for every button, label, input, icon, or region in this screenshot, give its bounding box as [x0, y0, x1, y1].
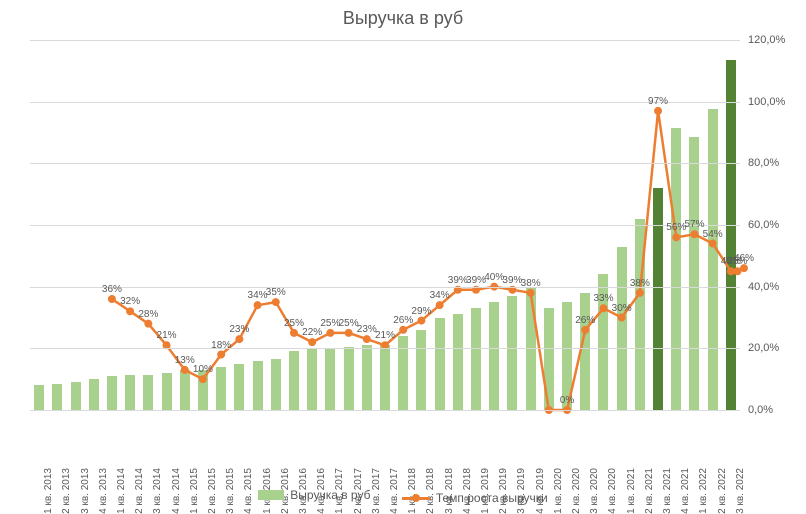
data-label: 22%	[302, 327, 322, 338]
line-marker	[436, 301, 444, 309]
legend-item-bars: Выручка в руб	[258, 488, 370, 502]
data-label: 28%	[138, 309, 158, 320]
data-label: 0%	[560, 395, 574, 406]
legend-label-line: Темп роста выручки	[436, 491, 548, 505]
data-label: 30%	[612, 303, 632, 314]
y-axis-tick-label: 80,0%	[748, 157, 796, 169]
line-marker	[527, 289, 535, 297]
data-label: 26%	[393, 315, 413, 326]
data-label: 35%	[266, 287, 286, 298]
line-marker	[126, 307, 134, 315]
line-marker	[581, 326, 589, 334]
data-label: 21%	[375, 330, 395, 341]
line-marker	[345, 329, 353, 337]
data-label: 26%	[575, 315, 595, 326]
data-label: 39%	[466, 275, 486, 286]
line-marker	[618, 314, 626, 322]
line-marker	[399, 326, 407, 334]
line-marker	[254, 301, 262, 309]
legend: Выручка в руб Темп роста выручки	[0, 488, 806, 506]
data-label: 39%	[448, 275, 468, 286]
data-label: 34%	[248, 290, 268, 301]
line-marker	[199, 375, 207, 383]
data-label: 38%	[521, 278, 541, 289]
line-marker	[690, 230, 698, 238]
line-marker	[636, 289, 644, 297]
plot-area: 0,0%20,0%40,0%60,0%80,0%100,0%120,0%36%3…	[30, 40, 740, 410]
line-marker	[235, 335, 243, 343]
grid-line	[30, 102, 740, 103]
data-label: 39%	[502, 275, 522, 286]
line-marker	[144, 320, 152, 328]
y-axis-tick-label: 60,0%	[748, 219, 796, 231]
legend-swatch-bar-icon	[258, 490, 284, 500]
line-marker	[363, 335, 371, 343]
grid-line	[30, 225, 740, 226]
data-label: 18%	[211, 340, 231, 351]
data-label: 25%	[284, 318, 304, 329]
data-label: 23%	[229, 324, 249, 335]
grid-line	[30, 40, 740, 41]
data-label: 33%	[593, 293, 613, 304]
data-label: 32%	[120, 296, 140, 307]
data-label: 97%	[648, 96, 668, 107]
chart-container: Выручка в руб 0,0% 20,0% 40,0% 60,0% 80,0% 10…	[0, 0, 806, 509]
data-label: 25%	[339, 318, 359, 329]
line-marker	[417, 317, 425, 325]
data-label: 40%	[484, 272, 504, 283]
data-label: 13%	[175, 355, 195, 366]
grid-line	[30, 410, 740, 411]
line-marker	[290, 329, 298, 337]
data-label: 46%	[734, 253, 754, 264]
data-label: 54%	[703, 229, 723, 240]
y-axis-tick-label: 120,0%	[748, 34, 796, 46]
data-label: 23%	[357, 324, 377, 335]
chart-title: Выручка в руб	[0, 8, 806, 29]
line-marker	[672, 233, 680, 241]
line-marker	[272, 298, 280, 306]
line-marker	[654, 107, 662, 115]
data-label: 36%	[102, 284, 122, 295]
legend-label-bars: Выручка в руб	[290, 488, 370, 502]
line-marker	[108, 295, 116, 303]
x-axis-labels: 1 кв. 20132 кв. 20133 кв. 20134 кв. 2013…	[30, 412, 740, 472]
y-axis-tick-label: 40,0%	[748, 281, 796, 293]
data-label: 56%	[666, 222, 686, 233]
legend-item-line: Темп роста выручки	[402, 491, 548, 505]
y-axis-tick-label: 100,0%	[748, 96, 796, 108]
grid-line	[30, 163, 740, 164]
data-label: 29%	[411, 306, 431, 317]
y-axis-tick-label: 20,0%	[748, 342, 796, 354]
line-marker	[599, 304, 607, 312]
line-marker	[217, 351, 225, 359]
line-marker	[326, 329, 334, 337]
data-label: 34%	[430, 290, 450, 301]
legend-swatch-line-icon	[402, 497, 430, 500]
data-label: 10%	[193, 364, 213, 375]
data-label: 21%	[157, 330, 177, 341]
y-axis-tick-label: 0,0%	[748, 404, 796, 416]
data-label: 25%	[320, 318, 340, 329]
data-label: 57%	[684, 219, 704, 230]
line-marker	[308, 338, 316, 346]
line-marker	[709, 240, 717, 248]
data-label: 38%	[630, 278, 650, 289]
grid-line	[30, 348, 740, 349]
line-marker	[181, 366, 189, 374]
